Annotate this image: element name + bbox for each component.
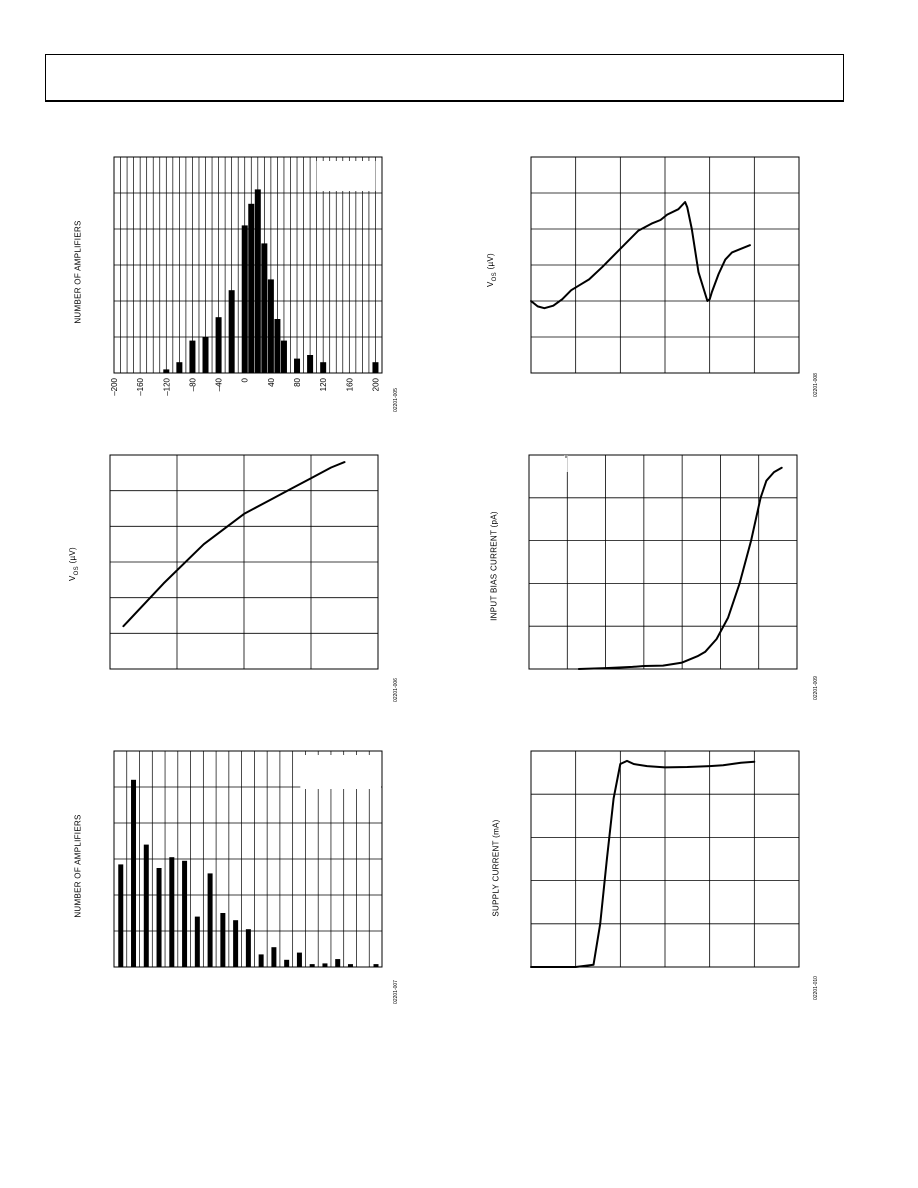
histogram-bar [284, 959, 290, 967]
x-tick-label: 40 [267, 377, 276, 386]
x-tick-label: 160 [345, 377, 354, 391]
x-tick-label: 200 [371, 377, 380, 391]
histogram-bar [296, 952, 302, 967]
histogram-bar [372, 362, 379, 373]
histogram-bar [280, 340, 287, 373]
histogram-bar [215, 317, 222, 373]
histogram-bar [248, 203, 255, 373]
y-axis-label: NUMBER OF AMPLIFIERS [73, 814, 83, 918]
histogram-bar [245, 929, 251, 967]
histogram-bar [207, 873, 213, 967]
series-line [530, 201, 751, 310]
x-tick-label: 120 [319, 377, 328, 391]
histogram-bar [320, 362, 327, 373]
x-tick-label: –40 [215, 377, 224, 391]
histogram-bar [163, 369, 170, 373]
histogram-bar [309, 964, 315, 967]
histogram-bar [294, 358, 301, 373]
y-axis-label: INPUT BIAS CURRENT (pA) [489, 511, 499, 621]
histogram-bar [189, 340, 196, 373]
page-header-box [45, 54, 844, 102]
histogram-bar [258, 954, 264, 967]
histogram-bar [241, 225, 248, 373]
histogram-bar [169, 857, 175, 967]
x-tick-label: –120 [162, 377, 171, 395]
histogram-bar [131, 779, 137, 967]
x-tick-label: 80 [293, 377, 302, 386]
y-axis-label: VOS (µV) [68, 547, 80, 581]
histogram-bar [202, 337, 209, 373]
x-tick-label: –80 [188, 377, 197, 391]
histogram-bar [254, 189, 261, 373]
histogram-bar [373, 964, 379, 967]
y-axis-label: VOS (µV) [486, 253, 498, 287]
figure-id: 02201-010 [813, 976, 819, 1000]
x-tick-label: –200 [110, 377, 119, 395]
histogram-bar [182, 860, 188, 967]
figure-id: 02201-009 [813, 676, 819, 700]
histogram-bar [274, 319, 281, 373]
histogram-bar [228, 290, 235, 373]
histogram-bar [335, 959, 341, 967]
figure-id: 02201-008 [813, 373, 819, 397]
plot-frame [528, 454, 798, 670]
histogram-bar [118, 864, 124, 967]
histogram-bar [220, 913, 226, 967]
histogram-bar [156, 868, 162, 967]
legend-area [316, 161, 376, 191]
histogram-bar [347, 964, 353, 967]
histogram-bar [143, 844, 149, 967]
histogram-bar [261, 243, 268, 373]
x-tick-label: 0 [241, 377, 250, 382]
figure-id: 02201-007 [393, 980, 399, 1004]
series-line [530, 759, 756, 968]
y-axis-label: SUPPLY CURRENT (mA) [491, 819, 501, 917]
series-line [122, 461, 346, 628]
histogram-bar [267, 279, 274, 373]
legend-area [300, 755, 381, 788]
histogram-bar [194, 916, 200, 967]
histogram-bar [176, 362, 183, 373]
series-line [577, 466, 783, 670]
histogram-bar [307, 355, 314, 373]
figure-id: 02201-006 [393, 678, 399, 702]
histogram-bar [271, 947, 277, 967]
histogram-bar [233, 920, 239, 967]
histogram-bar [322, 963, 328, 967]
x-tick-label: –160 [136, 377, 145, 395]
